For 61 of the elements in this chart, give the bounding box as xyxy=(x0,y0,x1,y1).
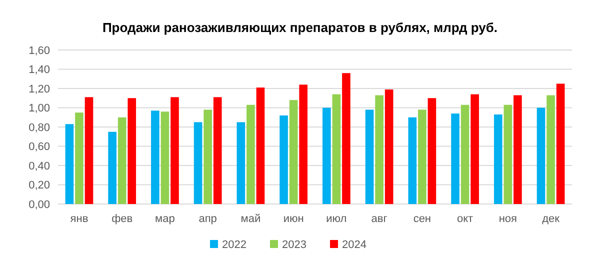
bar xyxy=(118,117,126,204)
y-tick-label: 1,40 xyxy=(28,64,50,76)
y-tick-label: 0,60 xyxy=(28,141,50,154)
y-tick-label: 0,00 xyxy=(28,198,50,211)
x-tick-label: сен xyxy=(413,213,432,225)
bar xyxy=(514,95,522,204)
x-tick-label: июн xyxy=(283,213,304,225)
bar xyxy=(75,112,84,204)
bar xyxy=(332,94,341,204)
bar xyxy=(546,95,555,204)
x-tick-label: мар xyxy=(155,213,175,225)
bar xyxy=(428,98,436,204)
bar xyxy=(65,124,74,204)
x-tick-label: окт xyxy=(456,213,474,225)
bar xyxy=(280,115,288,204)
bar xyxy=(299,84,308,204)
bar xyxy=(151,110,160,204)
bar xyxy=(289,100,298,204)
bar xyxy=(246,104,255,204)
chart-title: Продажи ранозаживляющих препаратов в рублях, млрд руб. xyxy=(102,20,498,35)
bar xyxy=(213,97,222,204)
bar xyxy=(504,104,512,204)
bar xyxy=(342,73,350,204)
legend-label: 2022 xyxy=(222,239,246,251)
bar xyxy=(451,114,460,204)
bar xyxy=(128,98,136,204)
bar xyxy=(160,112,170,204)
bar xyxy=(494,114,502,204)
legend-label: 2024 xyxy=(342,239,366,251)
bar xyxy=(536,108,546,204)
bar xyxy=(194,122,202,204)
x-tick-label: ноя xyxy=(498,213,518,225)
bar xyxy=(108,132,116,204)
bar xyxy=(384,89,394,204)
bar xyxy=(322,108,331,204)
bar xyxy=(204,110,212,204)
x-tick-label: июл xyxy=(326,213,347,225)
x-tick-label: фев xyxy=(112,213,133,225)
y-tick-label: 1,00 xyxy=(28,102,50,115)
bar xyxy=(408,117,417,204)
x-tick-label: апр xyxy=(198,213,217,225)
bar xyxy=(375,95,384,204)
x-tick-label: авг xyxy=(371,213,388,225)
legend-label: 2023 xyxy=(282,239,306,251)
bar xyxy=(418,110,426,204)
y-tick-label: 0,20 xyxy=(28,180,50,192)
x-tick-label: янв xyxy=(70,213,88,225)
x-tick-label: дек xyxy=(542,213,560,225)
y-tick-label: 0,80 xyxy=(28,122,50,134)
y-tick-label: 1,20 xyxy=(28,83,50,96)
y-tick-label: 1,60 xyxy=(28,44,50,57)
x-tick-label: май xyxy=(240,213,261,225)
bar xyxy=(256,88,265,204)
bar xyxy=(84,97,94,204)
bar xyxy=(170,97,179,204)
bar xyxy=(460,104,470,204)
bar xyxy=(470,94,479,204)
bar xyxy=(236,122,246,204)
y-tick-label: 0,40 xyxy=(28,160,50,172)
bar xyxy=(556,84,565,204)
bar xyxy=(365,110,374,204)
